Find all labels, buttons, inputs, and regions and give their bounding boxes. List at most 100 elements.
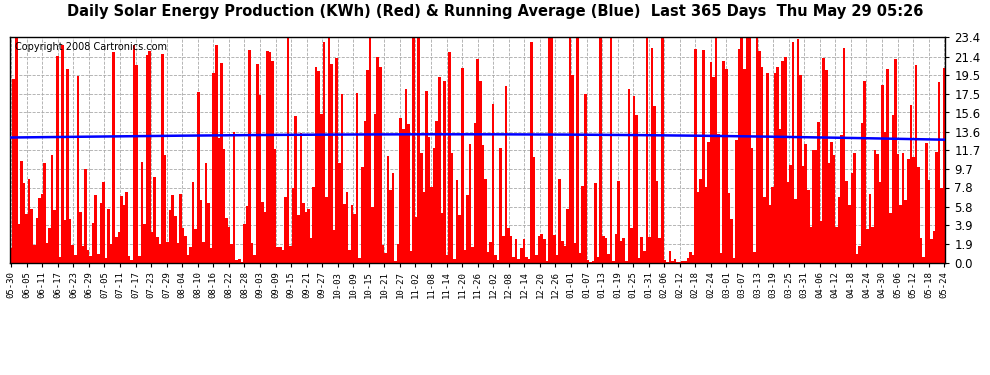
Bar [533, 157, 536, 262]
Bar [940, 188, 942, 262]
Bar [348, 250, 350, 262]
Bar [446, 255, 448, 262]
Bar [228, 227, 231, 262]
Bar [276, 247, 279, 262]
Bar [571, 75, 574, 262]
Bar [284, 196, 287, 262]
Bar [502, 236, 505, 262]
Bar [638, 258, 641, 262]
Bar [741, 38, 742, 262]
Bar [410, 251, 412, 262]
Bar [494, 255, 497, 262]
Bar [192, 182, 194, 262]
Bar [310, 238, 313, 262]
Bar [328, 38, 331, 262]
Bar [223, 149, 225, 262]
Bar [23, 183, 26, 262]
Bar [776, 67, 779, 262]
Bar [905, 200, 907, 262]
Bar [136, 65, 138, 262]
Bar [100, 203, 102, 262]
Bar [736, 140, 738, 262]
Bar [148, 51, 150, 262]
Bar [118, 232, 120, 262]
Bar [697, 192, 699, 262]
Bar [597, 257, 599, 262]
Bar [797, 39, 799, 262]
Bar [79, 211, 81, 262]
Bar [768, 206, 771, 262]
Bar [750, 148, 753, 262]
Bar [892, 115, 894, 262]
Bar [176, 243, 179, 262]
Bar [758, 51, 761, 262]
Bar [394, 261, 397, 262]
Bar [110, 244, 113, 262]
Bar [810, 227, 812, 262]
Bar [594, 183, 597, 262]
Bar [371, 207, 374, 262]
Bar [336, 58, 338, 262]
Bar [694, 48, 697, 262]
Bar [497, 260, 500, 262]
Bar [715, 38, 718, 262]
Bar [428, 137, 431, 262]
Bar [94, 195, 97, 262]
Bar [81, 246, 84, 262]
Bar [158, 244, 161, 262]
Bar [402, 129, 405, 262]
Bar [692, 255, 694, 262]
Bar [315, 67, 318, 262]
Bar [92, 222, 94, 262]
Bar [628, 88, 631, 262]
Bar [258, 94, 261, 262]
Bar [141, 162, 144, 262]
Bar [725, 69, 728, 262]
Bar [774, 74, 776, 262]
Bar [392, 172, 394, 262]
Bar [187, 255, 189, 262]
Bar [858, 246, 861, 262]
Bar [126, 192, 128, 262]
Bar [481, 145, 484, 262]
Bar [836, 228, 838, 262]
Bar [855, 254, 858, 262]
Bar [942, 68, 945, 262]
Bar [213, 73, 215, 262]
Bar [510, 236, 512, 262]
Bar [448, 52, 450, 262]
Bar [138, 256, 141, 262]
Bar [712, 77, 715, 262]
Bar [881, 85, 884, 262]
Bar [923, 257, 925, 262]
Bar [433, 148, 436, 262]
Bar [248, 50, 250, 262]
Bar [645, 38, 648, 262]
Bar [479, 81, 481, 262]
Bar [333, 231, 336, 262]
Bar [607, 254, 610, 262]
Bar [605, 238, 607, 262]
Bar [623, 238, 625, 262]
Bar [74, 255, 76, 262]
Bar [766, 72, 768, 262]
Bar [244, 224, 246, 262]
Bar [544, 240, 545, 262]
Bar [841, 135, 842, 262]
Bar [876, 154, 879, 262]
Bar [471, 248, 474, 262]
Bar [792, 42, 794, 262]
Bar [18, 224, 20, 262]
Bar [584, 94, 587, 262]
Bar [381, 244, 384, 262]
Bar [528, 260, 531, 262]
Bar [702, 50, 705, 262]
Bar [418, 38, 420, 262]
Bar [581, 186, 584, 262]
Bar [805, 144, 807, 262]
Bar [463, 250, 466, 262]
Bar [748, 38, 750, 262]
Bar [387, 156, 389, 262]
Bar [220, 63, 223, 262]
Bar [300, 133, 302, 262]
